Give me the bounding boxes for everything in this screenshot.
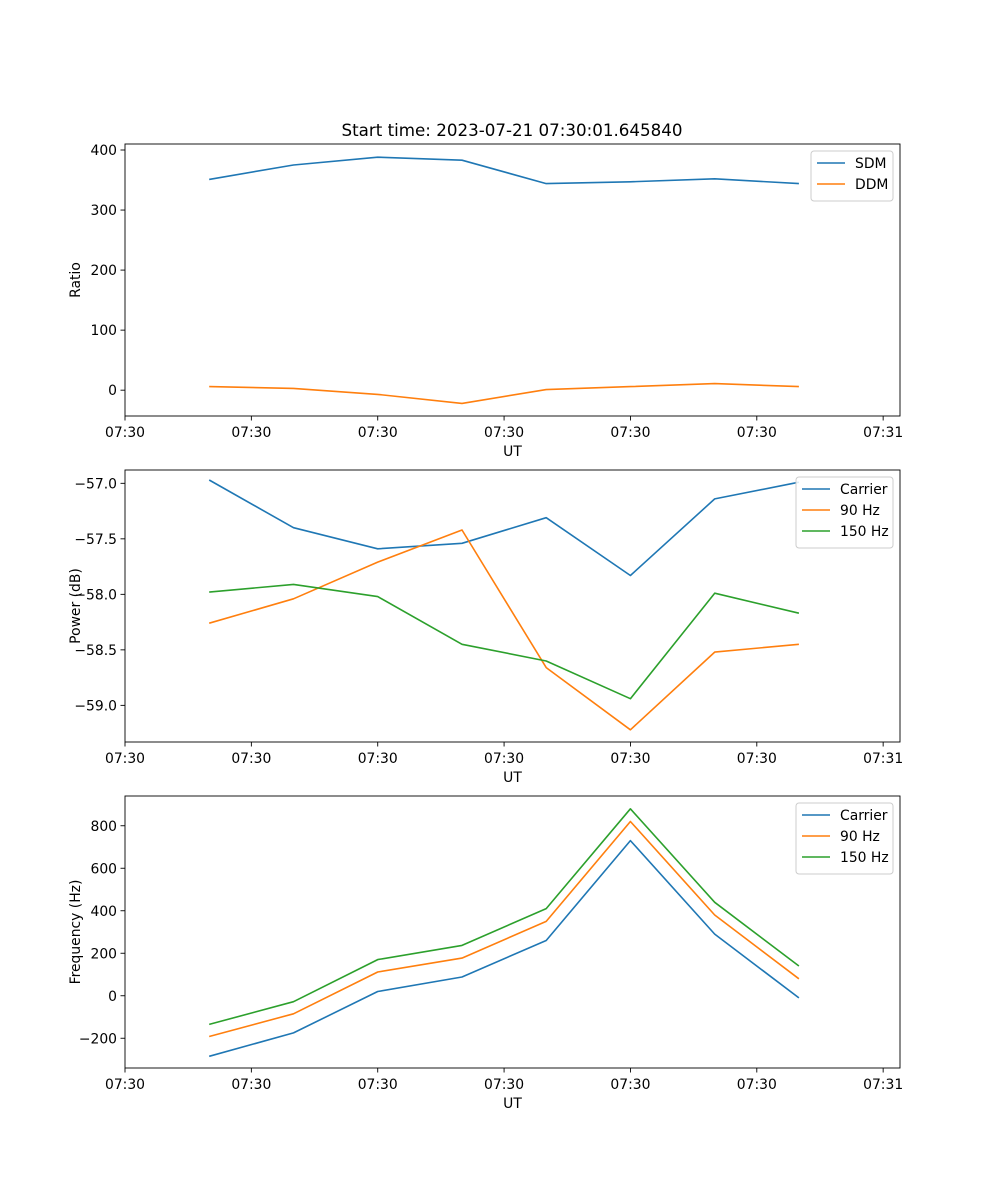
y-tick-label: 0 xyxy=(108,989,117,1005)
legend-label: 150 Hz xyxy=(840,850,889,866)
y-tick-label: 800 xyxy=(90,819,117,835)
x-tick-label: 07:30 xyxy=(105,1077,145,1093)
x-tick-label: 07:30 xyxy=(105,425,145,441)
y-axis-label: Frequency (Hz) xyxy=(68,880,84,985)
series-line-90-hz xyxy=(208,820,800,1038)
x-tick-label: 07:30 xyxy=(610,425,650,441)
legend-label: 150 Hz xyxy=(840,524,889,540)
legend-label: 90 Hz xyxy=(840,503,880,519)
chart-panel-3: 07:30 07:30 07:30 07:30 07:30 07:30 07:31 800 60… xyxy=(68,795,903,1112)
x-tick-label: 07:30 xyxy=(358,751,398,767)
series-line-carrier xyxy=(208,479,800,577)
x-tick-label: 07:30 xyxy=(231,751,271,767)
legend: Carrier 90 Hz 150 Hz xyxy=(795,802,894,875)
x-tick-label: 07:31 xyxy=(863,425,903,441)
figure-title: Start time: 2023-07-21 07:30:01.645840 xyxy=(342,120,683,140)
x-tick-label: 07:30 xyxy=(737,1077,777,1093)
y-tick-label: 100 xyxy=(90,323,117,339)
x-tick-label: 07:30 xyxy=(610,1077,650,1093)
x-tick-label: 07:30 xyxy=(484,1077,524,1093)
x-tick-label: 07:31 xyxy=(863,751,903,767)
x-tick-label: 07:30 xyxy=(737,425,777,441)
x-tick-label: 07:30 xyxy=(484,751,524,767)
axes-frame xyxy=(124,469,901,743)
x-axis-label: UT xyxy=(503,770,522,786)
series-line-ddm xyxy=(209,382,799,405)
y-tick-label: −57.0 xyxy=(74,476,117,492)
y-tick-label: 200 xyxy=(90,263,117,279)
x-tick-label: 07:30 xyxy=(231,1077,271,1093)
chart-panels: 07:30 07:30 07:30 07:30 07:30 07:30 07:31 0 100 2… xyxy=(68,143,903,1112)
chart-panel-1: 07:30 07:30 07:30 07:30 07:30 07:30 07:31 0 100 2… xyxy=(68,143,903,460)
legend-label: SDM xyxy=(855,156,887,172)
legend-label: Carrier xyxy=(840,808,888,824)
y-tick-label: 400 xyxy=(90,143,117,159)
x-tick-label: 07:30 xyxy=(737,751,777,767)
axes-frame xyxy=(124,795,901,1069)
legend-label: Carrier xyxy=(840,482,888,498)
y-axis-label: Power (dB) xyxy=(68,568,84,644)
legend-label: DDM xyxy=(855,177,888,193)
x-tick-label: 07:30 xyxy=(484,425,524,441)
y-tick-label: −58.5 xyxy=(74,643,117,659)
x-tick-label: 07:30 xyxy=(610,751,650,767)
legend-label: 90 Hz xyxy=(840,829,880,845)
y-tick-label: 0 xyxy=(108,383,117,399)
series-line-150-hz xyxy=(208,807,800,1026)
chart-panel-2: 07:30 07:30 07:30 07:30 07:30 07:30 07:31 −57.0… xyxy=(68,469,903,786)
y-tick-label: −58.0 xyxy=(74,587,117,603)
y-tick-label: 600 xyxy=(90,861,117,877)
y-tick-label: 400 xyxy=(90,904,117,920)
x-tick-label: 07:30 xyxy=(231,425,271,441)
series-line-carrier xyxy=(208,839,800,1058)
x-tick-label: 07:30 xyxy=(358,425,398,441)
x-axis-label: UT xyxy=(503,1096,522,1112)
x-axis-label: UT xyxy=(503,444,522,460)
axes-frame xyxy=(124,143,901,417)
legend: Carrier 90 Hz 150 Hz xyxy=(795,476,894,549)
y-axis-label: Ratio xyxy=(68,262,84,298)
y-tick-label: 200 xyxy=(90,946,117,962)
x-tick-label: 07:31 xyxy=(863,1077,903,1093)
y-tick-label: 300 xyxy=(90,203,117,219)
x-tick-label: 07:30 xyxy=(105,751,145,767)
y-tick-label: −59.0 xyxy=(74,698,117,714)
y-tick-label: −57.5 xyxy=(74,532,117,548)
legend: SDM DDM xyxy=(810,150,894,202)
y-tick-label: −200 xyxy=(79,1031,117,1047)
series-line-150-hz xyxy=(209,583,800,700)
series-line-sdm xyxy=(209,156,799,185)
x-tick-label: 07:30 xyxy=(358,1077,398,1093)
series-line-90-hz xyxy=(208,529,799,731)
